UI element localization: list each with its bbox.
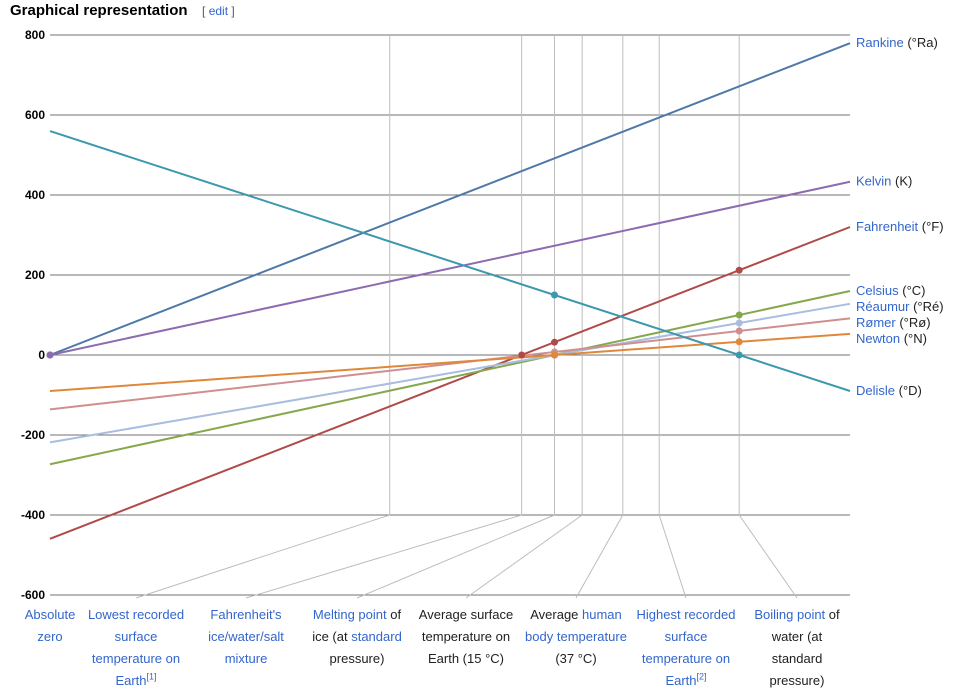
series-label-delisle: Delisle (°D)	[856, 383, 922, 398]
category-label: Average surface temperature on Earth (15…	[418, 607, 514, 666]
category-leader-line	[738, 514, 798, 599]
category-label: Average human body temperature (37 °C)	[525, 607, 627, 666]
category-label: Highest recorded surface temperature on …	[636, 607, 736, 688]
y-tick-label: -400	[21, 508, 45, 522]
y-tick-label: 400	[25, 188, 45, 202]
y-tick-label: 600	[25, 108, 45, 122]
series-line-kelvin	[49, 180, 851, 356]
series-label-fahrenheit: Fahrenheit (°F)	[856, 219, 944, 234]
section-heading: Graphical representation [ edit ]	[10, 2, 235, 20]
series-point-newton	[550, 351, 558, 359]
series-point-rømer	[735, 327, 743, 335]
category-label: Fahrenheit's ice/water/salt mixture	[208, 607, 284, 666]
series-label-rømer: Rømer (°Rø)	[856, 315, 931, 330]
category-label: Absolute zero	[24, 607, 76, 644]
series-label-newton: Newton (°N)	[856, 331, 927, 346]
series-point-celsius	[735, 311, 743, 319]
category-label: Boiling point of water (at standard pres…	[754, 607, 840, 688]
series-label-kelvin: Kelvin (K)	[856, 174, 912, 189]
series-line-fahrenheit	[49, 226, 851, 540]
y-tick-label: 800	[25, 28, 45, 42]
y-tick-label: 200	[25, 268, 45, 282]
series-point-fahrenheit	[518, 351, 526, 359]
series-label-celsius: Celsius (°C)	[856, 283, 925, 298]
y-tick-label: -200	[21, 428, 45, 442]
edit-bracket-close: ]	[231, 4, 235, 18]
edit-section: [ edit ]	[202, 4, 235, 18]
series-label-réaumur: Réaumur (°Ré)	[856, 299, 944, 314]
series-line-newton	[49, 332, 851, 393]
series-point-kelvin	[46, 351, 54, 359]
y-tick-label: 0	[38, 348, 45, 362]
category-label: Lowest recorded surface temperature on E…	[87, 607, 185, 688]
series-point-delisle	[550, 291, 558, 299]
series-line-réaumur	[49, 302, 851, 444]
category-leader-line	[658, 514, 687, 599]
category-leader-line	[575, 514, 624, 599]
y-tick-label: -600	[21, 588, 45, 602]
category-leader-line	[356, 514, 555, 599]
series-line-celsius	[49, 290, 851, 466]
series-point-fahrenheit	[550, 338, 558, 346]
category-leader-line	[135, 514, 390, 599]
category-label: Melting point of ice (at standard pressu…	[312, 607, 402, 666]
category-leader-line	[465, 514, 583, 599]
category-leader-line	[245, 514, 522, 599]
series-label-rankine: Rankine (°Ra)	[856, 35, 938, 50]
series-line-rankine	[49, 42, 851, 356]
series-point-delisle	[735, 351, 743, 359]
series-point-newton	[735, 338, 743, 346]
edit-bracket-open: [	[202, 4, 206, 18]
series-line-rømer	[49, 317, 851, 411]
section-title: Graphical representation	[10, 2, 188, 19]
series-point-fahrenheit	[735, 266, 743, 274]
edit-link[interactable]: edit	[208, 4, 229, 18]
series-line-delisle	[49, 130, 851, 392]
series-point-réaumur	[735, 319, 743, 327]
